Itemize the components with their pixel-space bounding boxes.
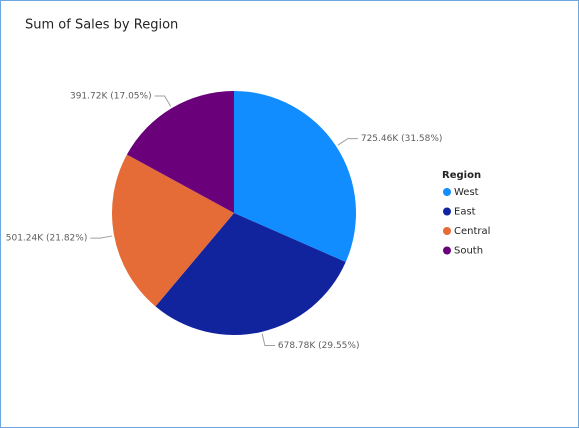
legend-marker [443,188,451,196]
pie-slice [111,154,234,307]
legend-marker [443,246,451,255]
legend-title: Region [442,170,481,181]
legend-label: West [454,187,479,198]
pie-slice [126,91,234,213]
legend-label: East [454,207,476,218]
data-label: 678.78K (29.55%) [278,341,360,351]
leader-line [154,95,172,107]
chart-title: Sum of Sales by Region [25,18,178,33]
leader-line [337,138,358,146]
data-label: 391.72K (17.05%) [70,92,152,102]
legend-marker [443,207,451,216]
leader-line [90,235,113,239]
legend-label: Central [454,226,490,237]
legend-marker [443,227,451,235]
data-label: 501.24K (21.82%) [6,234,88,244]
leader-line [261,333,275,346]
pie-slice [155,213,346,335]
legend-label: South [454,246,483,257]
data-label: 725.46K (31.58%) [361,134,443,144]
pie-slice [234,91,357,263]
